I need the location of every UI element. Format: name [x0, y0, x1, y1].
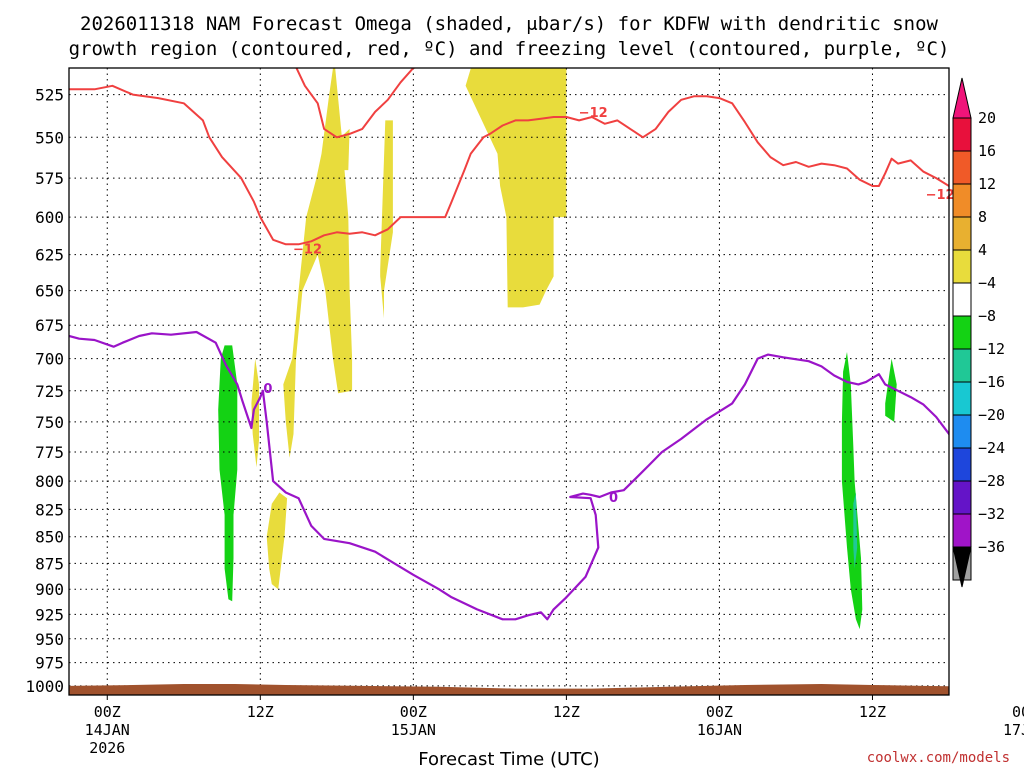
y-tick-label-550: 550 [35, 128, 64, 147]
colorbar-level-3: 8 [978, 208, 987, 226]
x-tick-label-2: 00Z [400, 703, 427, 721]
colorbar-level-1: 16 [978, 142, 996, 160]
omega-region-3 [465, 68, 567, 308]
colorbar-swatch-10 [952, 447, 972, 482]
colorbar-level-4: 4 [978, 241, 987, 259]
colorbar-swatch-9 [952, 414, 972, 449]
colorbar-level-5: −4 [978, 274, 996, 292]
chart-title-line1: 2026011318 NAM Forecast Omega (shaded, μ… [80, 13, 938, 35]
omega-region-2 [380, 120, 393, 319]
colorbar-level-10: −24 [978, 439, 1005, 457]
colorbar-swatch-12 [952, 513, 972, 548]
colorbar-top-triangle [952, 77, 972, 119]
colorbar-legend: 20 16 12 8 4 −4 −8 −12 −16 −20 −24 −28 −32 −36 [952, 77, 1005, 588]
y-tick-label-850: 850 [35, 528, 64, 547]
colorbar-swatch-1 [952, 150, 972, 185]
x-tick-year-0: 2026 [89, 739, 125, 757]
x-tick-label-5: 12Z [859, 703, 886, 721]
y-tick-label-675: 675 [35, 316, 64, 335]
y-tick-label-700: 700 [35, 350, 64, 369]
x-tick-date-6: 17JAN [1003, 721, 1024, 739]
colorbar-swatch-11 [952, 480, 972, 515]
x-tick-date-2: 15JAN [391, 721, 436, 739]
omega-region-11 [841, 352, 863, 630]
colorbar-level-13: −36 [978, 538, 1005, 556]
y-tick-label-875: 875 [35, 554, 64, 573]
colorbar-level-9: −20 [978, 406, 1005, 424]
colorbar-swatch-0 [952, 117, 972, 152]
colorbar-level-0: 20 [978, 109, 996, 127]
y-tick-label-625: 625 [35, 246, 64, 265]
colorbar-swatch-8 [952, 381, 972, 416]
x-tick-label-0: 00Z [94, 703, 121, 721]
y-tick-label-775: 775 [35, 443, 64, 462]
colorbar-swatch-3 [952, 216, 972, 251]
x-axis-time: 00Z14JAN202612Z00Z15JAN12Z00Z16JAN12Z00Z… [85, 695, 1024, 757]
surface-terrain [69, 684, 949, 695]
omega-region-10 [218, 345, 238, 602]
y-tick-label-925: 925 [35, 605, 64, 624]
y-tick-label-575: 575 [35, 169, 64, 188]
colorbar-level-6: −8 [978, 307, 996, 325]
y-tick-label-1000: 1000 [25, 677, 64, 696]
omega-region-0 [283, 68, 353, 458]
colorbar-level-8: −16 [978, 373, 1005, 391]
dgz-contour-label-0: −12 [293, 243, 322, 258]
dgz-contour-label-2: −12 [926, 188, 955, 203]
colorbar-level-11: −28 [978, 472, 1005, 490]
y-tick-label-600: 600 [35, 208, 64, 227]
colorbar-swatch-6 [952, 315, 972, 350]
y-tick-label-750: 750 [35, 413, 64, 432]
colorbar-swatch-2 [952, 183, 972, 218]
y-tick-label-725: 725 [35, 382, 64, 401]
freezing-contour-label-1: 0 [609, 491, 618, 506]
plot-frame [68, 67, 950, 696]
colorbar-swatch-4 [952, 249, 972, 284]
chart-title-line2: growth region (contoured, red, ºC) and f… [69, 38, 950, 60]
omega-region-5 [266, 492, 288, 590]
omega-region-4 [251, 358, 259, 468]
colorbar-bottom-triangle [952, 546, 972, 588]
contour-labels: −12 −12 −12 0 0 [263, 106, 954, 506]
x-tick-label-3: 12Z [553, 703, 580, 721]
x-tick-date-4: 16JAN [697, 721, 742, 739]
colorbar-level-7: −12 [978, 340, 1005, 358]
gridlines [69, 68, 949, 695]
y-tick-label-825: 825 [35, 500, 64, 519]
dgz-contour-label-1: −12 [579, 106, 608, 121]
x-tick-label-1: 12Z [247, 703, 274, 721]
y-tick-label-650: 650 [35, 282, 64, 301]
colorbar-level-12: −32 [978, 505, 1005, 523]
x-tick-label-4: 00Z [706, 703, 733, 721]
y-tick-label-525: 525 [35, 86, 64, 105]
credit-text: coolwx.com/models [867, 750, 1010, 766]
y-tick-label-800: 800 [35, 472, 64, 491]
colorbar-swatch-5 [952, 282, 972, 317]
x-axis-label: Forecast Time (UTC) [418, 749, 599, 768]
x-tick-date-0: 14JAN [85, 721, 130, 739]
colorbar-level-2: 12 [978, 175, 996, 193]
y-tick-label-975: 975 [35, 654, 64, 673]
y-tick-label-950: 950 [35, 630, 64, 649]
contour-lines [69, 68, 949, 621]
omega-region-1 [339, 128, 350, 171]
dgz-contour-minus12-1 [295, 68, 417, 139]
omega-shading [218, 68, 897, 630]
freezing-contour-0-0 [69, 330, 949, 621]
colorbar-swatch-7 [952, 348, 972, 383]
y-axis-pressure: 525 550 575 600 625 650 675 700 725 750 775 800 825 8… [25, 86, 64, 696]
y-tick-label-900: 900 [35, 580, 64, 599]
omega-region-13 [853, 492, 858, 569]
omega-region-12 [885, 358, 897, 422]
surface-ground [69, 684, 949, 695]
freezing-contour-label-0: 0 [263, 382, 272, 397]
dgz-contour-minus12-0 [69, 84, 949, 246]
x-tick-label-6: 00Z [1012, 703, 1024, 721]
